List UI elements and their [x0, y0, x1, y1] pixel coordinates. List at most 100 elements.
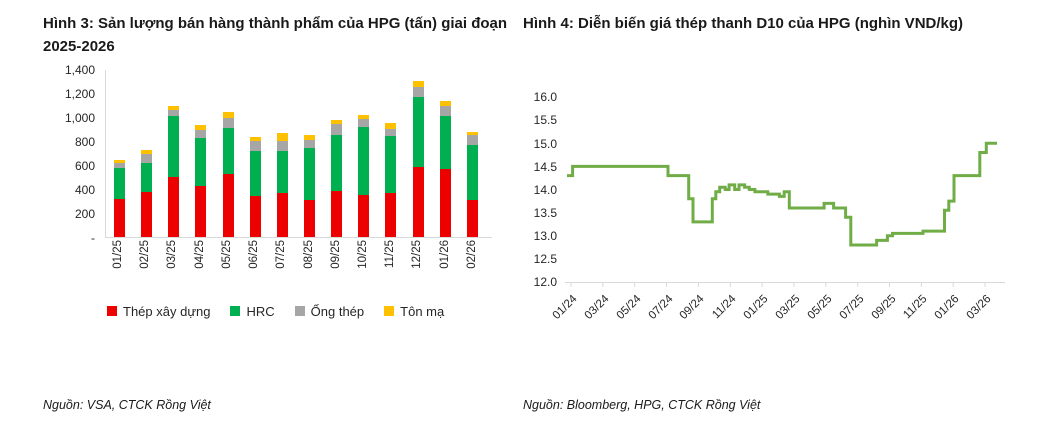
x-tick-label: 10/25	[356, 239, 369, 269]
bar-segment	[331, 135, 343, 191]
bar-segment	[249, 136, 261, 142]
stacked-bar-chart: 1,400 1,200 1,000 800 600 400 200 -	[43, 63, 510, 245]
bar-segment	[385, 136, 397, 193]
stacked-bar-02/26	[466, 132, 478, 237]
bar-segment	[249, 150, 261, 197]
x-tick-cell: 02/25	[139, 239, 152, 290]
x-tick-label: 05/25	[805, 293, 835, 323]
x-tick-label: 08/25	[302, 239, 315, 269]
legend-item: Ống thép	[294, 304, 364, 319]
bar-segment	[168, 105, 180, 110]
x-tick-label: 01/25	[741, 293, 771, 323]
bar-segment	[276, 133, 288, 142]
x-tick-label: 02/25	[139, 239, 152, 269]
stacked-bar-05/25	[222, 112, 234, 237]
bar-segment	[303, 135, 315, 140]
bar-segment	[385, 192, 397, 237]
x-tick-label: 11/25	[384, 239, 397, 268]
y-tick-label: 800	[74, 134, 95, 149]
figure-4-source: Nguồn: Bloomberg, HPG, CTCK Rồng Việt	[523, 398, 761, 412]
x-tick-label: 03/25	[773, 293, 803, 323]
x-tick-label: 05/24	[614, 293, 644, 323]
y-tick-label: 12.0	[533, 275, 557, 290]
stacked-bar-04/25	[195, 124, 207, 237]
y-tick-label: 13.0	[533, 229, 557, 243]
bar-segment	[249, 196, 261, 237]
bar-segment	[141, 149, 153, 154]
legend-item: Tôn mạ	[384, 304, 444, 319]
bar-segment	[114, 199, 125, 237]
x-tick-cell: 06/25	[248, 239, 261, 290]
stacked-bar-01/26	[439, 100, 451, 237]
bar-chart-x-axis-labels: 01/25 02/25 03/25 04/25 05/25 06/25 07/25 08/25…	[105, 238, 492, 290]
price-step-line	[565, 142, 1005, 288]
bar-segment	[439, 106, 451, 116]
x-tick-cell: 09/25	[329, 239, 342, 290]
x-tick-label: 06/25	[248, 239, 261, 269]
legend-item: HRC	[230, 304, 275, 319]
stacked-bar-02/25	[141, 149, 153, 237]
figure-3-panel: Hình 3: Sản lượng bán hàng thành phẩm củ…	[43, 0, 510, 427]
x-tick-cell: 03/25	[166, 239, 179, 290]
x-tick-cell: 07/25	[275, 240, 287, 290]
bar-segment	[303, 199, 315, 237]
bar-segment	[276, 150, 288, 194]
bar-segment	[331, 190, 343, 237]
bar-segment	[466, 144, 478, 200]
x-tick-label: 03/25	[166, 239, 179, 269]
legend-swatch-icon	[230, 306, 241, 316]
y-tick-label: 15.0	[533, 136, 557, 151]
x-tick-cell: 01/26	[439, 240, 451, 290]
bar-segment	[249, 141, 261, 151]
y-tick-label: 1,200	[64, 86, 95, 101]
price-line	[567, 142, 997, 247]
bar-chart-y-axis: 1,400 1,200 1,000 800 600 400 200 -	[43, 63, 105, 245]
y-tick-label: 16.0	[533, 90, 557, 105]
legend-label: Thép xây dựng	[123, 303, 211, 319]
y-tick-label: 200	[74, 206, 95, 221]
x-tick-label: 09/25	[869, 293, 898, 323]
bar-chart-legend: Thép xây dựng HRC Ống thép Tôn mạ	[107, 304, 510, 319]
line-chart-x-axis-labels: 01/24 03/24 05/24 07/24 09/24 11/24 01/25 03/25…	[523, 289, 1061, 341]
x-tick-cell: 08/25	[302, 239, 315, 290]
bar-segment	[195, 137, 207, 186]
bar-segment	[385, 123, 397, 130]
x-tick-label: 01/26	[932, 293, 962, 323]
figure-3-source: Nguồn: VSA, CTCK Rồng Việt	[43, 398, 211, 412]
bar-segment	[141, 191, 153, 237]
y-tick-label: -	[91, 230, 95, 245]
stacked-bar-01/25	[114, 159, 125, 237]
stacked-bar-11/25	[385, 123, 397, 237]
bar-segment	[358, 194, 370, 237]
bar-segment	[466, 132, 478, 135]
bar-segment	[358, 126, 370, 195]
x-tick-label: 09/25	[329, 239, 342, 269]
bar-segment	[222, 112, 234, 119]
bar-segment	[439, 115, 451, 170]
legend-swatch-icon	[107, 306, 117, 316]
bar-segment	[222, 118, 234, 128]
legend-swatch-icon	[384, 306, 395, 316]
x-tick-label: 11/24	[710, 293, 739, 322]
bar-segment	[385, 129, 397, 137]
bar-segment	[358, 118, 370, 127]
bar-segment	[195, 185, 207, 237]
bar-segment	[466, 199, 478, 237]
bar-segment	[222, 173, 234, 237]
y-tick-label: 14.5	[533, 159, 557, 174]
bar-segment	[141, 162, 153, 192]
y-tick-label: 12.5	[533, 252, 557, 267]
bar-segment	[303, 148, 315, 200]
bar-segment	[439, 169, 451, 237]
stacked-bar-10/25	[358, 115, 370, 237]
bar-segment	[114, 162, 125, 169]
y-tick-label: 15.5	[533, 113, 557, 128]
x-tick-label: 02/26	[465, 239, 478, 269]
x-tick-label: 01/25	[112, 239, 124, 269]
bar-segment	[114, 159, 125, 163]
y-tick-label: 14.0	[533, 182, 557, 197]
stacked-bar-06/25	[249, 136, 261, 237]
figure-4-title: Hình 4: Diễn biến giá thép thanh D10 của…	[523, 15, 964, 32]
x-tick-cell: 01/25	[112, 239, 124, 290]
x-tick-cell: 10/25	[356, 239, 369, 290]
